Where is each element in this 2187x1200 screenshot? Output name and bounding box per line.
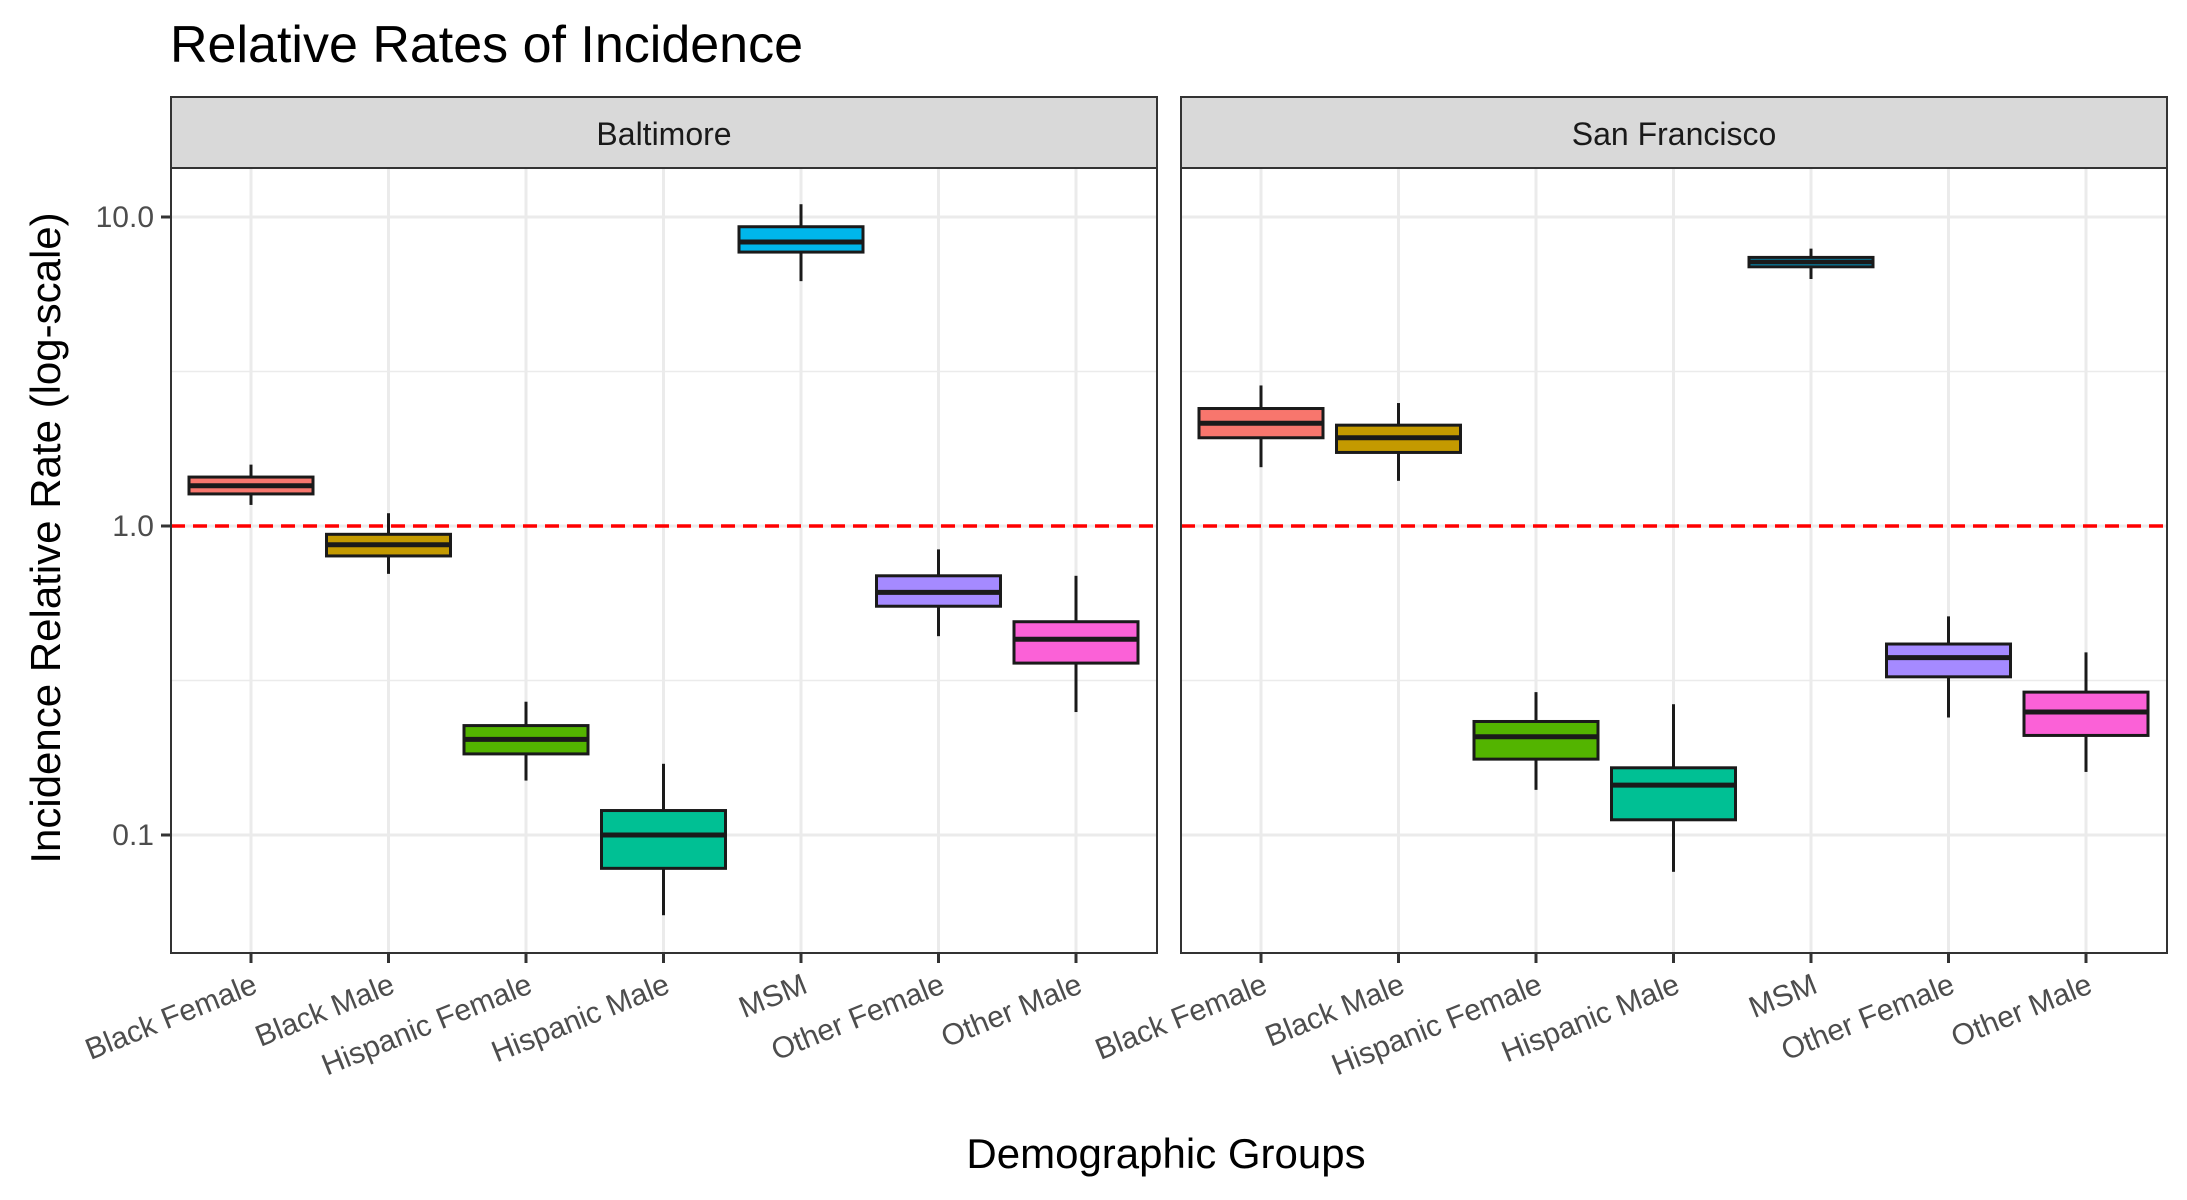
x-tick-label: Other Male bbox=[1947, 968, 2097, 1054]
box-body bbox=[600, 809, 727, 870]
box-hispanic-male bbox=[600, 763, 727, 916]
box-black-male bbox=[325, 513, 452, 574]
box-black-female bbox=[187, 464, 315, 505]
x-tick-label: MSM bbox=[1744, 968, 1821, 1025]
box-body bbox=[1472, 719, 1600, 761]
y-axis: 0.1 1.0 10.0 bbox=[96, 201, 171, 852]
strip-label: Baltimore bbox=[596, 116, 731, 152]
box-hispanic-female bbox=[462, 701, 590, 781]
x-tick-label: Black Female bbox=[81, 968, 262, 1067]
box-body bbox=[737, 225, 865, 254]
box-other-male bbox=[2022, 652, 2150, 772]
box-black-male bbox=[1335, 403, 1462, 481]
box-body bbox=[1610, 766, 1737, 822]
y-axis-title: Incidence Relative Rate (log-scale) bbox=[22, 212, 69, 863]
box-msm bbox=[737, 204, 865, 282]
box-hispanic-male bbox=[1610, 704, 1737, 872]
box-body bbox=[1885, 642, 2012, 679]
x-tick-label: MSM bbox=[734, 968, 811, 1025]
x-tick-label: Other Male bbox=[937, 968, 1087, 1054]
box-other-female bbox=[1885, 616, 2012, 718]
box-other-male bbox=[1012, 575, 1140, 713]
strip-background bbox=[1180, 96, 2168, 169]
chart-title: Relative Rates of Incidence bbox=[170, 16, 803, 74]
y-tick-label: 1.0 bbox=[112, 510, 154, 543]
box-body bbox=[1012, 620, 1140, 665]
box-other-female bbox=[875, 549, 1002, 637]
y-tick-label: 10.0 bbox=[96, 201, 154, 234]
x-tick-label: Black Female bbox=[1091, 968, 1272, 1067]
x-axis-title: Demographic Groups bbox=[966, 1130, 1365, 1177]
strip-label: San Francisco bbox=[1572, 116, 1777, 152]
box-msm bbox=[1747, 248, 1875, 280]
strip-background bbox=[170, 96, 1158, 169]
box-black-female bbox=[1197, 385, 1325, 468]
box-hispanic-female bbox=[1472, 692, 1600, 790]
y-tick-label: 0.1 bbox=[112, 819, 154, 852]
